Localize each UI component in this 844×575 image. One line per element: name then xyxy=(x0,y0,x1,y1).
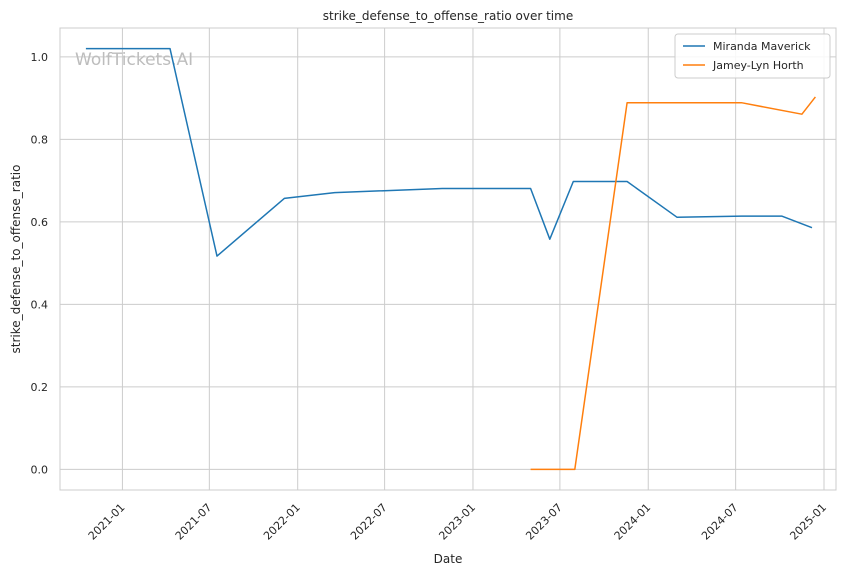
y-tick-label: 0.2 xyxy=(31,381,49,394)
x-axis-label: Date xyxy=(434,552,463,566)
y-tick-label: 0.6 xyxy=(31,216,49,229)
series-layer xyxy=(85,47,816,471)
legend-label: Jamey-Lyn Horth xyxy=(712,59,804,72)
y-tick-label: 0.0 xyxy=(31,463,49,476)
y-tick-label: 1.0 xyxy=(31,51,49,64)
y-tick-label: 0.8 xyxy=(31,133,49,146)
watermark: WolfTickets.AI xyxy=(75,50,193,70)
plot-frame xyxy=(59,27,837,491)
legend-label: Miranda Maverick xyxy=(713,40,811,53)
series-line xyxy=(530,96,816,471)
legend-box xyxy=(674,33,831,79)
y-axis-label: strike_defense_to_offense_ratio xyxy=(9,165,23,354)
plot-area xyxy=(60,28,836,490)
legend: Miranda Maverick Jamey-Lyn Horth xyxy=(674,33,831,79)
y-tick-label: 0.4 xyxy=(31,298,49,311)
grid xyxy=(60,28,836,490)
y-axis-ticks: 0.0 0.2 0.4 0.6 0.8 1.0 xyxy=(31,51,49,477)
series-line xyxy=(85,47,813,257)
chart-title: strike_defense_to_offense_ratio over tim… xyxy=(323,9,573,23)
